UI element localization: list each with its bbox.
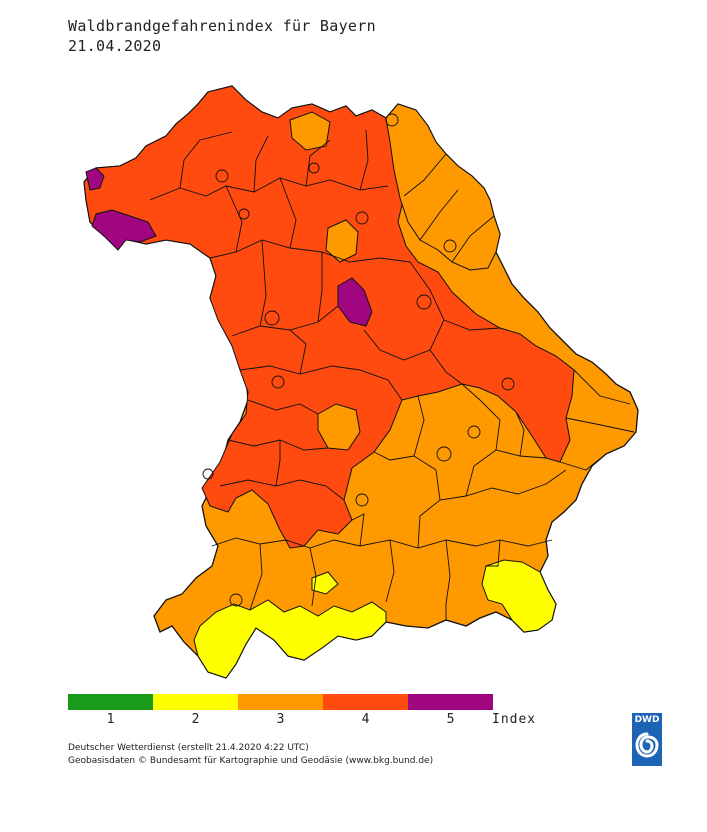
region-class-3-upper-franconia — [289, 111, 331, 151]
legend-swatch-4 — [323, 694, 408, 710]
map-title-block: Waldbrandgefahrenindex für Bayern 21.04.… — [68, 16, 376, 56]
legend: 1 2 3 4 5 Index — [68, 694, 535, 727]
city-enclaves — [202, 113, 515, 607]
legend-swatch-2 — [153, 694, 238, 710]
legend-swatch-5 — [408, 694, 493, 710]
legend-swatch-3 — [238, 694, 323, 710]
region-class-3-main-north — [325, 219, 359, 263]
map-date: 21.04.2020 — [68, 37, 162, 55]
region-class-5-west — [91, 209, 157, 251]
region-class-5-nuremberg — [337, 277, 373, 327]
legend-label-5: 5 — [446, 712, 455, 727]
legend-unit: Index — [492, 712, 537, 727]
credits: Deutscher Wetterdienst (erstellt 21.4.20… — [68, 742, 433, 768]
credit-line-1: Deutscher Wetterdienst (erstellt 21.4.20… — [68, 743, 309, 753]
region-class-2-small — [311, 571, 339, 595]
region-class-2-berchtesgaden — [481, 559, 557, 633]
legend-label-3: 3 — [276, 712, 285, 727]
legend-color-bar — [68, 694, 493, 710]
region-class-3-center — [317, 403, 361, 451]
dwd-logo-text: DWD — [634, 715, 660, 725]
legend-label-2: 2 — [191, 712, 200, 727]
legend-label-4: 4 — [361, 712, 370, 727]
region-class-2-alps — [193, 599, 387, 679]
legend-swatch-1 — [68, 694, 153, 710]
legend-label-1: 1 — [106, 712, 115, 727]
region-class-5-north-west — [85, 167, 105, 191]
dwd-swirl-icon — [635, 732, 659, 758]
legend-labels: 1 2 3 4 5 — [68, 712, 493, 727]
region-class-3-north-east — [385, 103, 501, 271]
credit-line-2: Geobasisdaten © Bundesamt für Kartograph… — [68, 756, 434, 766]
bavaria-fire-index-map — [83, 85, 639, 679]
map-title: Waldbrandgefahrenindex für Bayern — [68, 17, 376, 35]
district-borders — [149, 129, 635, 620]
dwd-logo: DWD — [632, 713, 662, 766]
